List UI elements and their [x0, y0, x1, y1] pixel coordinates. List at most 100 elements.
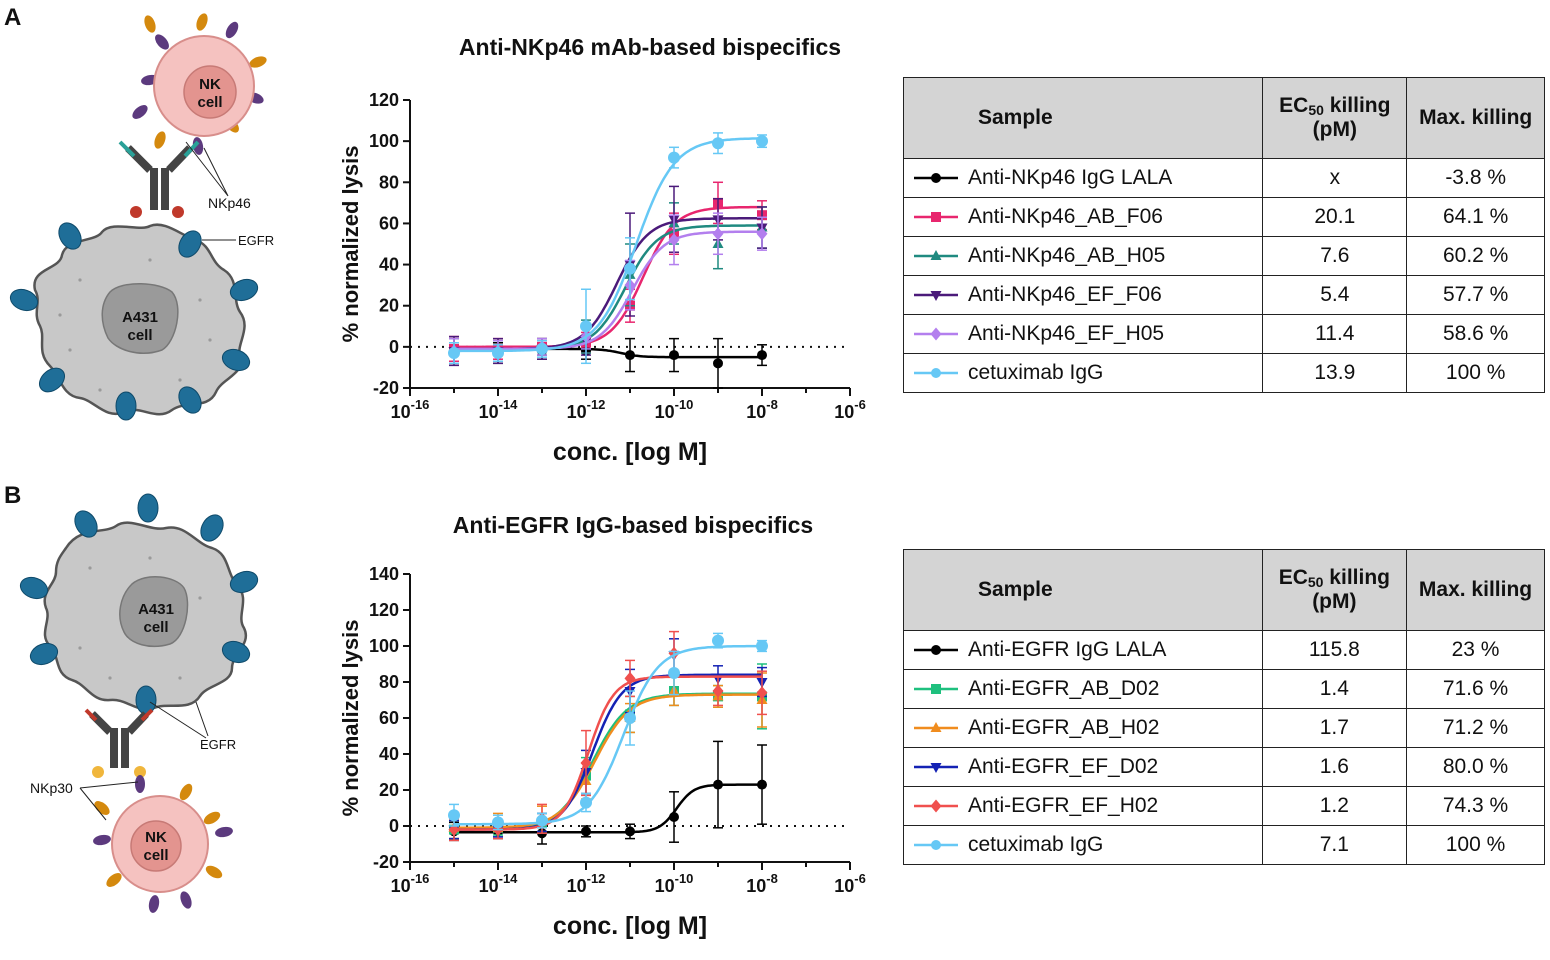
y-tick-label: 40	[379, 255, 399, 275]
data-point	[624, 671, 636, 685]
sample-name: Anti-EGFR_AB_D02	[968, 677, 1160, 700]
legend-marker	[930, 291, 942, 301]
legend-swatch-icon	[914, 173, 958, 183]
table-row: Anti-EGFR_AB_H02 1.7 71.2 %	[903, 708, 1545, 748]
ec50-value: 1.4	[1261, 669, 1408, 709]
table-b: Sample EC50 killing (pM) Max. killing An…	[903, 549, 1545, 865]
x-tick-label: 10-6	[834, 871, 866, 896]
fit-curve	[454, 644, 762, 826]
table-a-col-ec50-rest: killing	[1323, 94, 1391, 117]
ec50-value: 1.2	[1261, 786, 1408, 826]
table-row: Anti-EGFR IgG LALA 115.8 23 %	[903, 630, 1545, 670]
data-point	[756, 686, 768, 700]
max-killing-value: 100 %	[1406, 353, 1545, 393]
x-tick-label: 10-6	[834, 397, 866, 422]
sample-cell: Anti-NKp46_EF_H05	[902, 314, 1264, 354]
legend-swatch-icon	[914, 291, 958, 301]
data-point	[624, 262, 636, 275]
x-axis-label: conc. [log M]	[553, 912, 707, 940]
max-killing-value: 71.6 %	[1406, 669, 1545, 709]
nk-label-2: cell	[143, 847, 168, 864]
fit-curve	[454, 693, 762, 830]
max-killing-value: 58.6 %	[1406, 314, 1545, 354]
y-tick-label: 100	[369, 636, 399, 656]
nk-label-1: NK	[145, 829, 167, 846]
table-b-col-ec50: EC50 killing (pM)	[1261, 549, 1408, 631]
fit-curve	[454, 783, 762, 834]
series-4	[448, 630, 768, 842]
sample-cell: Anti-EGFR_AB_H02	[903, 708, 1263, 748]
receptor-label: NKp46	[208, 195, 251, 211]
chart-a-plot: -20 0 20 40 60 80 100 120 10-16 10-14 10-12 10-10 10…	[338, 90, 866, 466]
data-point	[625, 350, 635, 361]
receptor-label: NKp30	[30, 780, 73, 796]
max-killing-value: 64.1 %	[1406, 197, 1545, 237]
antibody-icon	[84, 708, 154, 778]
x-tick-label: 10-8	[746, 871, 778, 896]
table-row: Anti-NKp46_AB_H05 7.6 60.2 %	[902, 236, 1545, 276]
sample-cell: Anti-NKp46_AB_H05	[902, 236, 1264, 276]
data-point	[580, 320, 592, 333]
data-point	[581, 826, 591, 837]
x-tick-label: 10-14	[479, 397, 519, 422]
data-point	[625, 826, 635, 837]
sample-cell: Anti-NKp46 IgG LALA	[902, 158, 1264, 198]
legend-swatch-icon	[914, 799, 958, 813]
y-tick-label: 40	[379, 744, 399, 764]
data-point	[712, 137, 724, 150]
egfr-label: EGFR	[200, 737, 236, 752]
table-row: Anti-NKp46_EF_H05 11.4 58.6 %	[902, 314, 1545, 354]
table-a-col-ec50: EC50 killing (pM)	[1262, 77, 1408, 159]
sample-name: Anti-NKp46_EF_H05	[968, 322, 1165, 345]
y-tick-label: 120	[369, 90, 399, 110]
data-point	[756, 640, 768, 652]
series-5	[448, 132, 768, 365]
antibody-icon	[118, 140, 200, 218]
max-killing-value: 57.7 %	[1406, 275, 1545, 315]
x-tick-label: 10-16	[391, 871, 430, 896]
nk-nucleus-icon	[130, 820, 182, 872]
sample-cell: Anti-NKp46_EF_F06	[902, 275, 1264, 315]
fit-curve	[454, 205, 762, 349]
legend-marker	[930, 799, 942, 813]
series-1	[449, 181, 767, 363]
sample-name: cetuximab IgG	[968, 361, 1104, 384]
x-tick-label: 10-12	[567, 397, 606, 422]
ec50-value: 115.8	[1261, 630, 1408, 670]
y-axis-label: % normalized lysis	[338, 146, 363, 343]
data-point	[448, 809, 460, 822]
egfr-receptor-icons	[9, 222, 259, 421]
table-a-col-ec50-main: EC	[1279, 94, 1309, 117]
y-tick-label: 0	[389, 337, 399, 357]
sample-name: Anti-EGFR_EF_H02	[968, 794, 1159, 817]
ec50-value: 1.7	[1261, 708, 1408, 748]
sample-name: cetuximab IgG	[968, 833, 1104, 856]
y-tick-label: 60	[379, 213, 399, 233]
x-tick-label: 10-12	[567, 871, 606, 896]
table-b-col-ec50-unit: (pM)	[1312, 590, 1357, 613]
nk-label-2: cell	[197, 94, 222, 111]
y-tick-label: 60	[379, 708, 399, 728]
y-axis-label: % normalized lysis	[338, 620, 363, 817]
data-point	[712, 684, 724, 698]
y-tick-label: 140	[369, 564, 399, 584]
egfr-receptor-icons	[19, 493, 259, 715]
data-point	[492, 347, 504, 360]
panel-b-letter: B	[4, 482, 22, 509]
max-killing-value: 23 %	[1406, 630, 1545, 670]
legend-marker	[930, 250, 942, 260]
data-point	[712, 634, 724, 647]
ec50-value: 7.1	[1261, 825, 1408, 865]
sample-name: Anti-NKp46_AB_F06	[968, 205, 1163, 228]
sample-name: Anti-EGFR_EF_D02	[968, 755, 1159, 778]
sample-cell: cetuximab IgG	[902, 353, 1264, 393]
legend-marker	[931, 840, 941, 850]
ec50-value: 5.4	[1262, 275, 1408, 315]
data-point	[448, 347, 460, 360]
x-tick-label: 10-10	[655, 871, 694, 896]
x-tick-label: 10-16	[391, 397, 430, 422]
table-row: Anti-EGFR_AB_D02 1.4 71.6 %	[903, 669, 1545, 709]
data-point	[756, 135, 768, 148]
table-row: Anti-NKp46_AB_F06 20.1 64.1 %	[902, 197, 1545, 237]
y-tick-label: 120	[369, 600, 399, 620]
